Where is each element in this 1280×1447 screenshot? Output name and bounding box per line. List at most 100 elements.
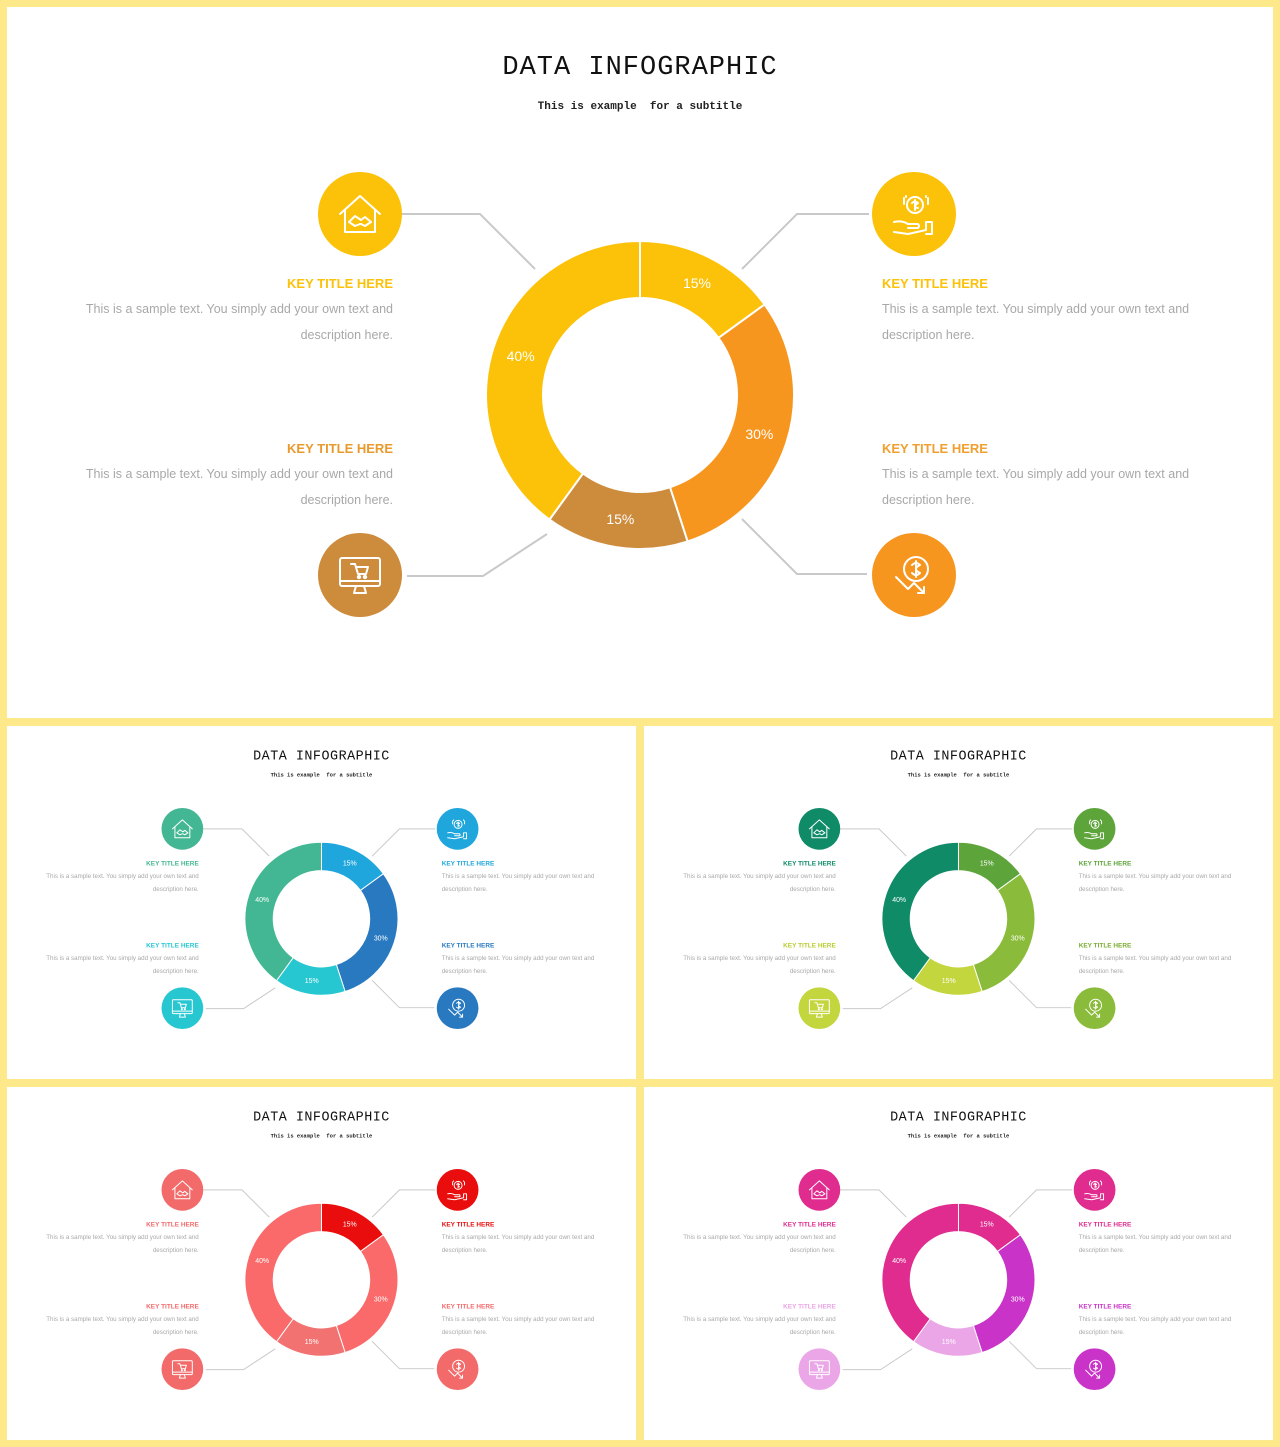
hand-coin-icon — [1073, 1168, 1116, 1211]
key-description: This is a sample text. You simply add yo… — [1078, 872, 1232, 893]
donut-label-2: 30% — [1011, 1297, 1025, 1304]
key-description: This is a sample text. You simply add yo… — [1078, 1233, 1232, 1254]
connector-line-1 — [840, 1189, 907, 1218]
key-title: KEY TITLE HERE — [146, 1220, 199, 1229]
slide-subtitle: This is example for a subtitle — [270, 1133, 373, 1140]
slide-title: DATA INFOGRAPHIC — [890, 1109, 1027, 1125]
key-description: This is a sample text. You simply add yo… — [882, 467, 1190, 507]
key-description: This is a sample text. You simply add yo… — [683, 872, 836, 893]
slide-subtitle: This is example for a subtitle — [907, 772, 1010, 779]
donut-label-2: 30% — [374, 936, 388, 943]
slide-title: DATA INFOGRAPHIC — [502, 53, 778, 83]
connector-line-3 — [205, 987, 276, 1010]
donut-segment-2 — [972, 873, 1036, 993]
house-handshake-icon — [318, 172, 402, 256]
donut-chart: 15% 30% 15% 40% — [840, 828, 1073, 1010]
key-description: This is a sample text. You simply add yo… — [882, 302, 1190, 342]
key-title: KEY TITLE HERE — [882, 276, 988, 291]
dollar-down-icon — [436, 987, 479, 1030]
connector-line-1 — [203, 1189, 270, 1218]
hand-coin-icon — [1073, 807, 1116, 850]
donut-segment-2 — [668, 303, 795, 543]
slide-subtitle: This is example for a subtitle — [537, 101, 743, 113]
key-title: KEY TITLE HERE — [441, 1302, 495, 1311]
hand-coin-icon — [872, 172, 956, 256]
slide-title: DATA INFOGRAPHIC — [253, 748, 390, 764]
key-description: This is a sample text. You simply add yo… — [85, 302, 393, 342]
donut-label-2: 30% — [745, 426, 773, 442]
donut-label-4: 40% — [892, 897, 906, 904]
donut-segment-2 — [335, 1234, 399, 1354]
house-handshake-icon — [798, 1168, 841, 1211]
connector-line-2 — [1008, 1189, 1073, 1218]
hand-coin-icon — [436, 1168, 479, 1211]
key-title: KEY TITLE HERE — [1078, 941, 1132, 950]
donut-chart: 15% 30% 15% 40% — [203, 828, 436, 1010]
donut-label-3: 15% — [606, 511, 634, 527]
slide-title: DATA INFOGRAPHIC — [253, 1109, 390, 1125]
slide-red: DATA INFOGRAPHIC This is example for a su… — [7, 1087, 636, 1440]
key-title: KEY TITLE HERE — [1078, 1302, 1132, 1311]
donut-segment-2 — [972, 1234, 1036, 1354]
donut-label-1: 15% — [343, 861, 357, 868]
connector-line-3 — [842, 1348, 913, 1371]
donut-label-4: 40% — [255, 897, 269, 904]
donut-label-3: 15% — [942, 1339, 956, 1346]
house-handshake-icon — [161, 807, 204, 850]
connector-line-1 — [402, 213, 536, 270]
donut-label-1: 15% — [683, 275, 711, 291]
key-title: KEY TITLE HERE — [287, 276, 393, 291]
donut-label-1: 15% — [343, 1222, 357, 1229]
connector-line-4 — [1008, 980, 1072, 1009]
key-title: KEY TITLE HERE — [783, 941, 836, 950]
slide-main: DATA INFOGRAPHIC This is example for a su… — [7, 7, 1273, 718]
dollar-down-icon — [1073, 987, 1116, 1030]
monitor-cart-icon — [161, 1348, 204, 1391]
slide-content: DATA INFOGRAPHIC This is example for a su… — [7, 1087, 636, 1440]
monitor-cart-icon — [798, 1348, 841, 1391]
dollar-down-icon — [436, 1348, 479, 1391]
connector-line-4 — [1008, 1341, 1072, 1370]
donut-chart: 15% 30% 15% 40% — [840, 1189, 1073, 1371]
slide-subtitle: This is example for a subtitle — [907, 1133, 1010, 1140]
key-description: This is a sample text. You simply add yo… — [441, 1233, 595, 1254]
slide-subtitle: This is example for a subtitle — [270, 772, 373, 779]
key-description: This is a sample text. You simply add yo… — [441, 872, 595, 893]
key-description: This is a sample text. You simply add yo… — [683, 1315, 836, 1336]
connector-line-3 — [842, 987, 913, 1010]
connector-line-1 — [203, 828, 270, 857]
donut-label-3: 15% — [305, 1339, 319, 1346]
connector-line-4 — [371, 1341, 435, 1370]
donut-segment-4 — [244, 1202, 322, 1343]
connector-line-3 — [407, 533, 548, 577]
slide-pink: DATA INFOGRAPHIC This is example for a su… — [644, 1087, 1273, 1440]
donut-label-4: 40% — [255, 1258, 269, 1265]
slide-blue: DATA INFOGRAPHIC This is example for a su… — [7, 726, 636, 1079]
dollar-down-icon — [872, 533, 956, 617]
key-description: This is a sample text. You simply add yo… — [683, 954, 836, 975]
connector-line-2 — [741, 213, 869, 270]
donut-label-1: 15% — [980, 861, 994, 868]
donut-segment-4 — [244, 841, 322, 982]
key-description: This is a sample text. You simply add yo… — [1078, 1315, 1232, 1336]
key-title: KEY TITLE HERE — [783, 1220, 836, 1229]
key-description: This is a sample text. You simply add yo… — [46, 954, 199, 975]
house-handshake-icon — [161, 1168, 204, 1211]
key-title: KEY TITLE HERE — [783, 859, 836, 868]
key-title: KEY TITLE HERE — [783, 1302, 836, 1311]
key-title: KEY TITLE HERE — [146, 1302, 199, 1311]
connector-line-3 — [205, 1348, 276, 1371]
key-title: KEY TITLE HERE — [1078, 859, 1132, 868]
key-title: KEY TITLE HERE — [287, 441, 393, 456]
connector-line-2 — [1008, 828, 1073, 857]
donut-label-2: 30% — [1011, 936, 1025, 943]
key-description: This is a sample text. You simply add yo… — [683, 1233, 836, 1254]
key-description: This is a sample text. You simply add yo… — [46, 1233, 199, 1254]
house-handshake-icon — [798, 807, 841, 850]
donut-segment-4 — [485, 239, 641, 521]
key-description: This is a sample text. You simply add yo… — [46, 872, 199, 893]
key-description: This is a sample text. You simply add yo… — [441, 954, 595, 975]
key-title: KEY TITLE HERE — [441, 1220, 495, 1229]
hand-coin-icon — [436, 807, 479, 850]
donut-chart: 15% 30% 15% 40% — [203, 1189, 436, 1371]
